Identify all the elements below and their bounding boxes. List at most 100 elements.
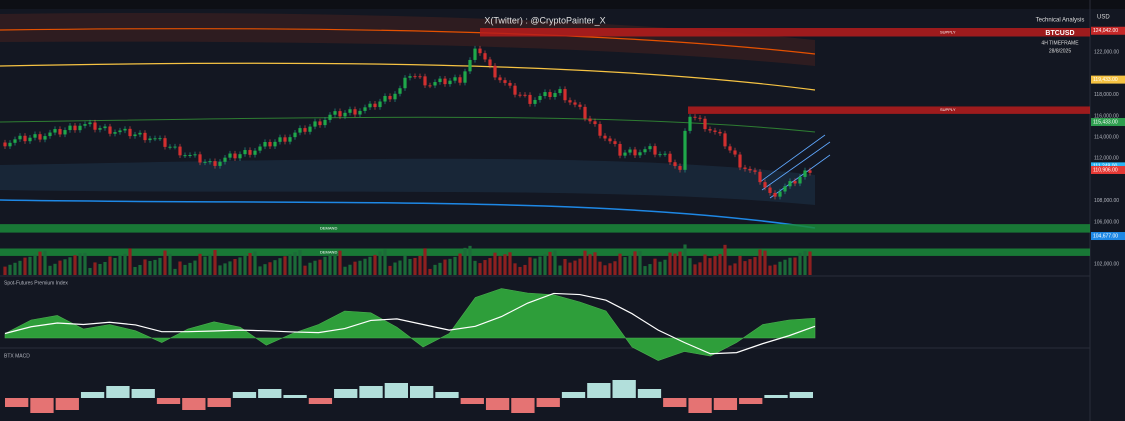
volume-bar xyxy=(588,254,592,275)
volume-bar xyxy=(63,259,67,275)
macd-bar xyxy=(308,398,333,404)
candle xyxy=(73,125,77,131)
candle xyxy=(133,134,137,137)
volume-bar xyxy=(153,259,157,275)
volume-bar xyxy=(688,258,692,275)
zone-label: SUPPLY xyxy=(940,29,956,34)
volume-bar xyxy=(718,254,722,275)
macd-bar xyxy=(789,392,813,398)
price-marker-label: 110,906.00 xyxy=(1093,167,1118,173)
volume-bar xyxy=(508,252,512,275)
candle xyxy=(763,182,767,188)
candle xyxy=(508,82,512,86)
volume-bar xyxy=(313,260,317,275)
volume-bar xyxy=(798,252,802,275)
volume-bar xyxy=(163,250,167,275)
volume-bar xyxy=(208,254,212,275)
volume-bar xyxy=(193,260,197,275)
candle xyxy=(398,88,402,94)
volume-bar xyxy=(703,254,707,275)
volume-bar xyxy=(618,253,622,275)
volume-bar xyxy=(413,257,417,275)
volume-bar xyxy=(453,256,457,275)
volume-bar xyxy=(238,257,242,275)
candle xyxy=(613,141,617,144)
volume-bar xyxy=(228,261,232,275)
volume-bar xyxy=(408,259,412,275)
candle xyxy=(413,76,417,78)
candle xyxy=(723,133,727,147)
candle xyxy=(218,161,222,166)
volume-bar xyxy=(648,264,652,275)
volume-bar xyxy=(118,255,122,275)
candle xyxy=(458,77,462,83)
candle xyxy=(278,137,282,142)
volume-bar xyxy=(298,250,302,275)
volume-bar xyxy=(503,254,507,275)
candle xyxy=(333,111,337,115)
candle xyxy=(98,128,102,130)
candle xyxy=(93,122,97,130)
candle xyxy=(578,104,582,107)
volume-bar xyxy=(173,268,177,275)
volume-bar xyxy=(528,257,532,275)
volume-bar xyxy=(608,263,612,275)
price-tick: 122,000.00 xyxy=(1094,50,1119,56)
volume-bar xyxy=(633,251,637,275)
candle xyxy=(478,48,482,54)
volume-bar xyxy=(468,245,472,275)
price-tick: 106,000.00 xyxy=(1094,219,1119,225)
volume-bar xyxy=(653,258,657,275)
candle xyxy=(53,129,57,133)
volume-bar xyxy=(763,250,767,275)
volume-bar xyxy=(218,265,222,275)
macd-bar xyxy=(688,398,712,413)
candle xyxy=(343,112,347,117)
candle xyxy=(383,95,387,102)
volume-bar xyxy=(138,264,142,275)
volume-bar xyxy=(258,266,262,275)
volume-bar xyxy=(73,255,77,275)
macd-bar xyxy=(5,398,29,407)
candle xyxy=(588,118,592,122)
candle xyxy=(168,146,172,148)
candle xyxy=(773,192,777,197)
candle xyxy=(153,138,157,140)
candle xyxy=(33,134,37,138)
upper-band xyxy=(0,13,815,66)
volume-bar xyxy=(628,255,632,275)
volume-bar xyxy=(393,262,397,275)
candle xyxy=(78,125,82,131)
candle xyxy=(83,124,87,126)
volume-bar xyxy=(178,261,182,275)
price-marker xyxy=(1091,75,1125,84)
volume-bar xyxy=(493,252,497,275)
macd-bar xyxy=(283,395,307,398)
macd-bar xyxy=(80,392,105,398)
volume-bar xyxy=(808,251,812,275)
candle xyxy=(128,128,132,137)
volume-bar xyxy=(518,266,522,275)
yellow-line xyxy=(0,62,816,91)
volume-bar xyxy=(383,249,387,275)
macd-bar xyxy=(663,398,687,407)
price-tick: 114,000.00 xyxy=(1094,135,1119,141)
macd-bar xyxy=(612,380,636,398)
candle xyxy=(318,121,322,126)
volume-bar xyxy=(253,251,257,275)
candle xyxy=(348,109,352,113)
zone xyxy=(0,248,1090,256)
volume-bar xyxy=(128,248,132,275)
volume-bar xyxy=(523,264,527,275)
candle xyxy=(213,161,217,166)
candle xyxy=(473,48,477,60)
candle xyxy=(28,137,32,142)
volume-bar xyxy=(668,252,672,275)
volume-bar xyxy=(498,256,502,275)
volume-bar xyxy=(418,255,422,275)
volume-bar xyxy=(103,261,107,275)
candle xyxy=(433,82,437,86)
candle xyxy=(428,85,432,87)
macd-bar xyxy=(30,398,54,413)
